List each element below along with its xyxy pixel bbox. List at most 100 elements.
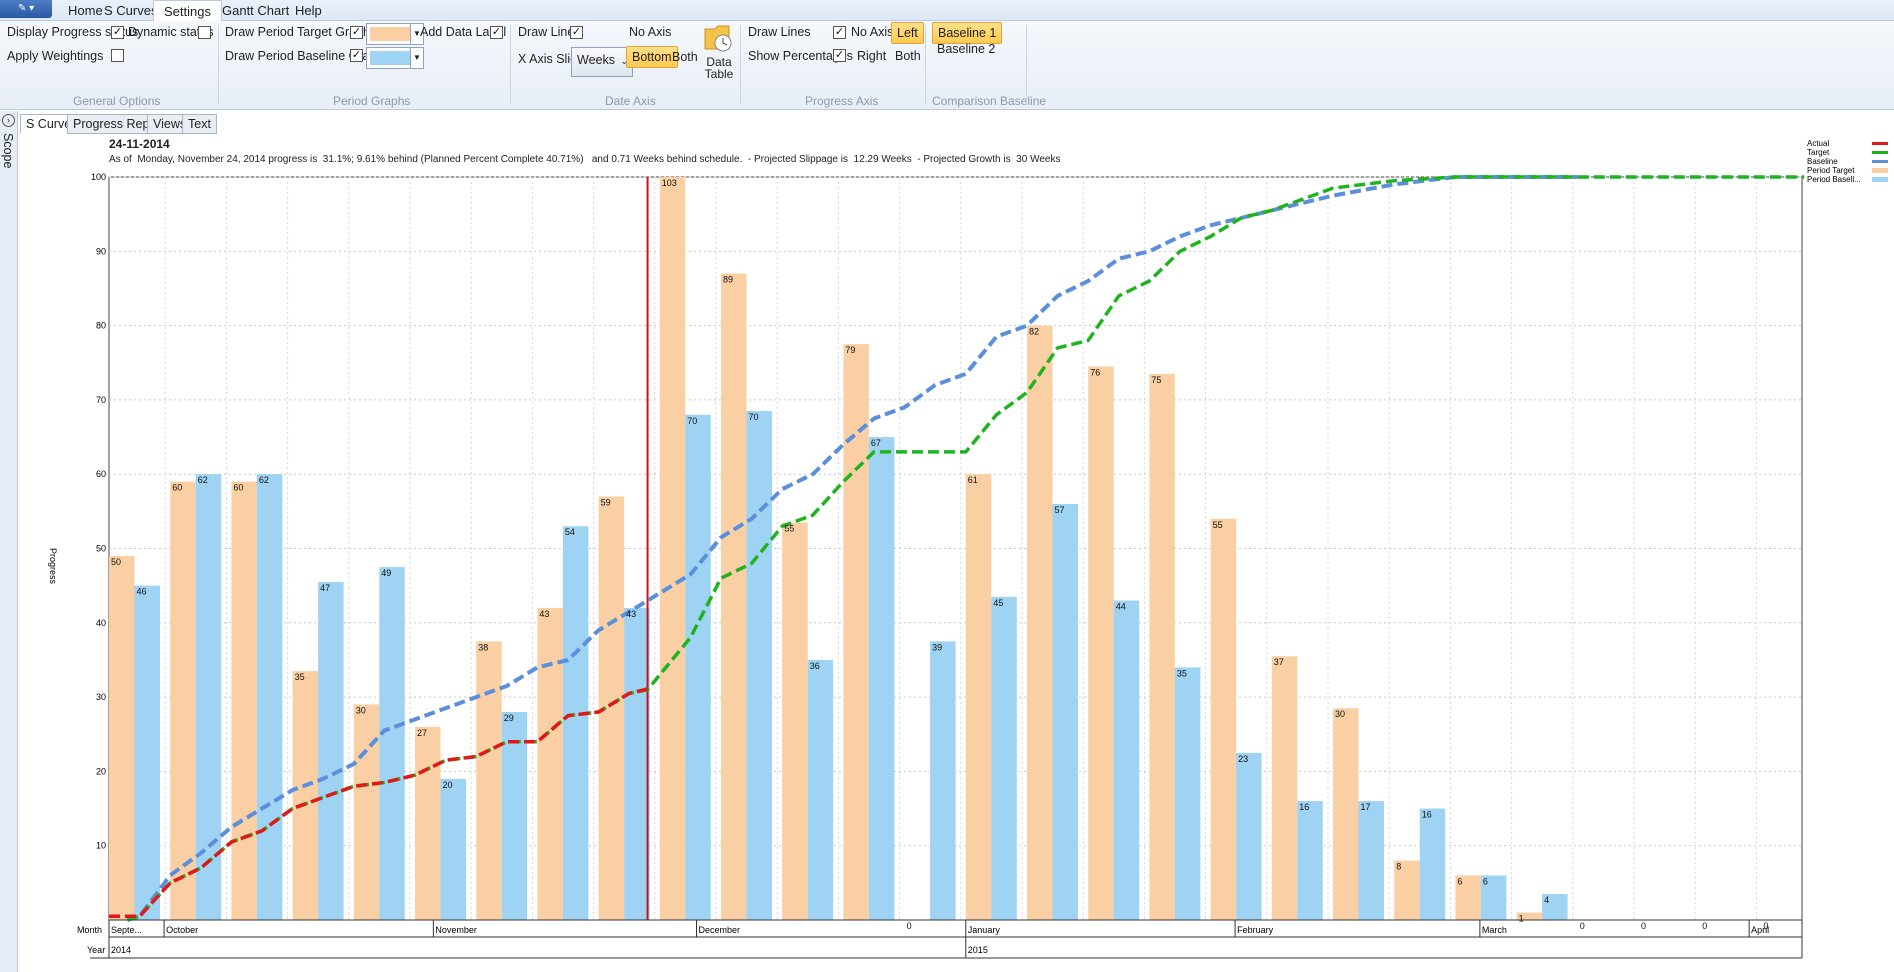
- year-tick-label: 2015: [968, 945, 988, 955]
- date-draw-lines-checkbox[interactable]: ✓: [570, 26, 583, 39]
- period-baseline-data-label: 44: [1116, 602, 1126, 612]
- draw-period-baseline-checkbox[interactable]: ✓: [350, 49, 363, 62]
- month-tick-label: December: [699, 925, 741, 935]
- period-target-bar: [292, 671, 319, 920]
- expand-arrow-icon[interactable]: ›: [2, 114, 15, 127]
- period-baseline-data-label: 43: [626, 609, 636, 619]
- period-baseline-bar: [1052, 503, 1078, 920]
- draw-period-target-checkbox[interactable]: ✓: [350, 26, 363, 39]
- period-target-bar: [721, 273, 747, 921]
- period-baseline-bar: [1419, 808, 1446, 920]
- period-target-bar: [353, 704, 380, 920]
- period-target-bar: [170, 481, 196, 920]
- period-target-color-picker[interactable]: ▼: [366, 23, 424, 45]
- tab-text[interactable]: Text: [182, 114, 217, 134]
- tab-progress-report[interactable]: Progress Report: [67, 114, 171, 134]
- ribbon-separator: [218, 25, 219, 105]
- month-tick-label: March: [1482, 925, 1507, 935]
- baseline-1-button[interactable]: Baseline 1: [932, 22, 1003, 44]
- progress-both-option[interactable]: Both: [895, 49, 921, 63]
- period-target-bar: [1516, 912, 1543, 920]
- apply-weightings-checkbox[interactable]: [111, 49, 124, 62]
- period-target-data-label: 60: [233, 483, 243, 493]
- y-tick-label: 60: [96, 469, 106, 479]
- period-baseline-bar: [1542, 893, 1568, 920]
- baseline-2-option[interactable]: Baseline 2: [937, 42, 996, 56]
- date-bottom-button[interactable]: Bottom: [626, 46, 678, 68]
- period-baseline-bar: [991, 596, 1017, 920]
- period-target-data-label: 35: [295, 672, 305, 682]
- x-axis-slice-select[interactable]: Weeks ⌄: [571, 47, 633, 77]
- date-no-axis-option[interactable]: No Axis: [629, 25, 672, 39]
- y-tick-label: 100: [91, 172, 106, 182]
- period-baseline-data-label: 36: [810, 661, 820, 671]
- progress-draw-lines-checkbox[interactable]: ✓: [833, 26, 846, 39]
- period-target-data-label: 76: [1090, 367, 1100, 377]
- period-baseline-bar: [746, 411, 772, 920]
- add-data-label-checkbox[interactable]: ✓: [490, 26, 503, 39]
- progress-axis-group-label: Progress Axis: [805, 94, 879, 108]
- period-target-bar: [1394, 860, 1420, 920]
- period-target-bar: [109, 555, 135, 920]
- period-baseline-bar: [930, 641, 956, 920]
- period-baseline-bar: [1174, 667, 1201, 920]
- period-baseline-color-picker[interactable]: ▼: [366, 47, 424, 69]
- menu-s-curves[interactable]: S Curves: [104, 3, 158, 18]
- application-menu-button[interactable]: ✎ ▾: [0, 0, 52, 18]
- period-target-data-label: 55: [784, 523, 794, 533]
- date-draw-lines-label: Draw Lines: [518, 25, 581, 39]
- legend-label: Baseline: [1807, 157, 1838, 166]
- period-baseline-data-label: 49: [381, 568, 391, 578]
- plot-frame: [108, 176, 1803, 921]
- period-baseline-data-label: 57: [1055, 505, 1065, 515]
- period-target-data-label: 38: [478, 642, 488, 652]
- draw-period-baseline-label: Draw Period Baseline Graph: [225, 49, 384, 63]
- period-baseline-data-label: 35: [1177, 668, 1187, 678]
- baseline-color-swatch: [370, 51, 410, 65]
- y-tick-label: 50: [96, 544, 106, 554]
- period-target-bar: [965, 474, 992, 920]
- month-row-label: Month: [77, 925, 102, 935]
- legend-label: Actual: [1807, 139, 1829, 148]
- period-baseline-bar: [1297, 801, 1323, 920]
- legend-swatch: [1872, 168, 1888, 173]
- data-table-button[interactable]: Data Table: [700, 23, 734, 93]
- display-progress-status-checkbox[interactable]: ✓: [111, 26, 124, 39]
- period-target-data-label: 103: [662, 178, 677, 188]
- menu-settings[interactable]: Settings: [153, 0, 222, 22]
- display-progress-status-label: Display Progress status: [7, 25, 139, 39]
- period-target-bar: [415, 726, 441, 920]
- progress-right-option[interactable]: Right: [857, 49, 887, 63]
- period-target-data-label: 37: [1274, 657, 1284, 667]
- menu-help[interactable]: Help: [295, 3, 322, 18]
- period-target-data-label: 1: [1519, 914, 1524, 924]
- period-baseline-data-label: 62: [259, 475, 269, 485]
- progress-no-axis-option[interactable]: No Axis: [851, 25, 894, 39]
- month-tick-label: November: [435, 925, 477, 935]
- legend-swatch: [1872, 177, 1888, 182]
- period-baseline-bar: [440, 778, 466, 920]
- period-target-data-label: 0: [1641, 921, 1646, 931]
- x-axis-slice-label: X Axis Slice: [518, 52, 584, 66]
- period-baseline-data-label: 23: [1238, 754, 1248, 764]
- menu-gantt-chart[interactable]: Gantt Chart: [222, 3, 290, 18]
- progress-left-button[interactable]: Left: [891, 22, 924, 44]
- tab-views[interactable]: Views: [147, 114, 193, 134]
- data-table-label: Data Table: [704, 55, 734, 81]
- ribbon: Display Progress status ✓ Dynamic status…: [0, 21, 1894, 110]
- menu-home[interactable]: Home: [68, 3, 103, 18]
- legend-swatch: [1872, 142, 1888, 145]
- period-baseline-data-label: 45: [993, 598, 1003, 608]
- show-percentages-checkbox[interactable]: ✓: [833, 49, 846, 62]
- legend-label: Period Target: [1807, 166, 1855, 175]
- period-target-bar: [1333, 708, 1359, 920]
- period-baseline-data-label: 54: [565, 527, 575, 537]
- period-baseline-data-label: 6: [1483, 876, 1488, 886]
- chevron-down-icon: ⌄: [620, 56, 628, 66]
- scope-panel[interactable]: › Scope: [0, 111, 18, 972]
- ribbon-separator: [510, 25, 511, 105]
- date-both-option[interactable]: Both: [672, 50, 698, 64]
- chevron-down-icon: ▼: [410, 48, 423, 68]
- dynamic-status-checkbox[interactable]: [198, 26, 211, 39]
